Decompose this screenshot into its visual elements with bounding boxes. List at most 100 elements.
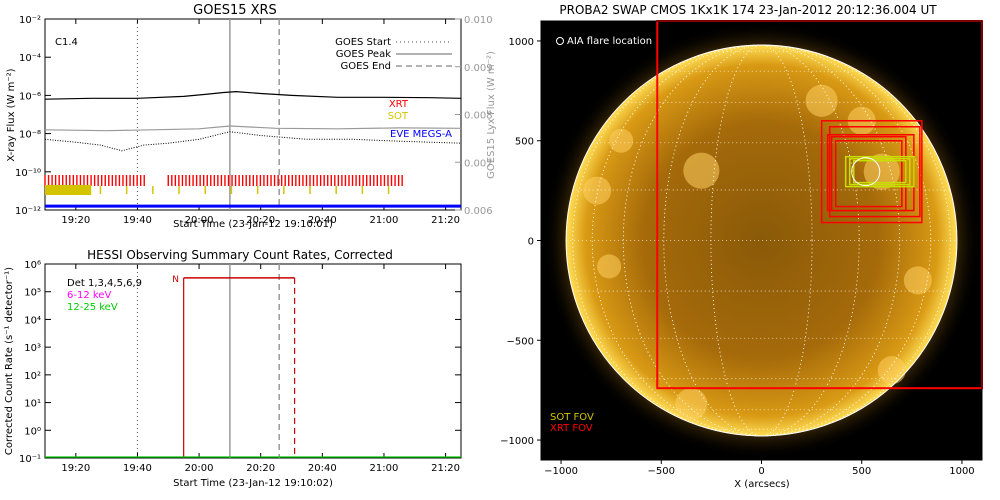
goes-flare-class: C1.4 xyxy=(55,37,78,48)
hessi-y-tick-label: 10¹ xyxy=(24,399,41,410)
goes-x-tick-label: 20:40 xyxy=(308,215,337,226)
goes-title: GOES15 XRS xyxy=(193,3,277,18)
hessi-y-tick-label: 10⁰ xyxy=(24,426,41,437)
swap-xrt-fov-box xyxy=(828,126,921,218)
goes-series-line-2 xyxy=(44,125,462,132)
swap-bright-region xyxy=(597,254,622,279)
goes-legend-peak-label: GOES Peak xyxy=(336,49,391,60)
goes-sot-label: SOT xyxy=(388,111,409,122)
swap-sot-fov-box xyxy=(848,157,911,186)
goes-y-tick-label: 10⁻⁸ xyxy=(19,130,41,141)
goes-legend: GOES Start GOES Peak GOES End xyxy=(335,37,452,72)
hessi-panel: HESSI Observing Summary Count Rates, Cor… xyxy=(4,248,462,489)
goes-legend-end-label: GOES End xyxy=(341,61,391,72)
goes-y-tick-label: 10⁻¹² xyxy=(15,206,41,217)
hessi-x-axis-label: Start Time (23-Jan-12 19:10:02) xyxy=(173,478,333,489)
swap-longitude-gridline xyxy=(622,44,901,437)
swap-flare-location-label: AIA flare location xyxy=(567,36,652,47)
swap-bright-region xyxy=(877,356,906,385)
swap-flare-location-marker xyxy=(556,37,564,45)
swap-title: PROBA2 SWAP CMOS 1Kx1K 174 23-Jan-2012 2… xyxy=(559,3,937,17)
hessi-x-tick-label: 20:00 xyxy=(185,463,214,474)
swap-flare-circle xyxy=(851,157,881,187)
swap-y-tick-label: −1000 xyxy=(500,436,534,447)
goes-x-tick-label: 19:40 xyxy=(123,215,152,226)
goes-panel: GOES15 XRS 19:20 19:40 20:00 20:20 20:40 21:0… xyxy=(6,3,497,230)
goes-y-tick-label: 10⁻⁶ xyxy=(19,91,41,102)
swap-longitude-gridline xyxy=(663,44,860,437)
hessi-legend-high-energy: 12-25 keV xyxy=(67,302,118,313)
hessi-y-tick-label: 10⁴ xyxy=(24,315,41,326)
hessi-x-tick-label: 21:00 xyxy=(370,463,399,474)
swap-y-tick-label: 0 xyxy=(528,237,534,248)
hessi-title: HESSI Observing Summary Count Rates, Cor… xyxy=(87,248,393,262)
swap-x-tick-label: −1000 xyxy=(544,466,578,477)
swap-xrt-fov-box xyxy=(834,139,903,208)
goes-y-right-tick-label: 0.006 xyxy=(464,206,493,217)
swap-bright-region xyxy=(903,266,932,295)
goes-y-axis-label: X-ray Flux (W m⁻²) xyxy=(6,68,17,161)
goes-x-tick-label: 20:00 xyxy=(185,215,214,226)
swap-sot-fov-box xyxy=(844,155,915,188)
goes-plot-area: 19:20 19:40 20:00 20:20 20:40 21:00 21:20 10⁻² 1… xyxy=(15,15,493,226)
goes-x-tick-label: 21:20 xyxy=(431,215,460,226)
hessi-y-tick-label: 10⁻¹ xyxy=(19,454,41,465)
hessi-plot-area: 19:20 19:40 20:00 20:20 20:40 21:00 21:20 10⁶ 10… xyxy=(19,260,461,474)
swap-x-tick-label: −500 xyxy=(648,466,675,477)
goes-y-tick-label: 10⁻⁴ xyxy=(19,53,41,64)
swap-longitude-gridline xyxy=(591,44,932,437)
swap-bright-region xyxy=(863,153,900,190)
hessi-legend-low-energy: 6-12 keV xyxy=(67,290,111,301)
swap-xrt-fov-box xyxy=(820,120,923,224)
goes-xrt-label: XRT xyxy=(389,99,409,110)
goes-x-tick-label: 21:00 xyxy=(370,215,399,226)
swap-sot-fov-label: SOT FOV xyxy=(550,412,594,423)
hessi-x-tick-label: 20:20 xyxy=(246,463,275,474)
goes-y-right-tick-label: 0.007 xyxy=(464,158,493,169)
goes-sot-coverage-block xyxy=(45,185,92,195)
hessi-y-tick-label: 10⁶ xyxy=(24,260,41,271)
goes-eve-label: EVE MEGS-A xyxy=(390,129,452,140)
swap-plot-frame xyxy=(540,20,983,461)
swap-bright-region xyxy=(675,388,708,421)
goes-y-right-tick-label: 0.009 xyxy=(464,63,493,74)
swap-x-axis-label: X (arcsecs) xyxy=(734,479,790,490)
goes-legend-start-label: GOES Start xyxy=(335,37,391,48)
swap-y-tick-label: −500 xyxy=(507,336,534,347)
goes-x-axis-label: Start Time (23-Jan-12 19:10:01) xyxy=(173,219,333,230)
swap-bright-region xyxy=(609,128,634,153)
swap-x-tick-label: 0 xyxy=(758,466,764,477)
goes-y-axis-right-label: GOES15 Lyx Flux (W m⁻²) xyxy=(486,51,497,179)
goes-y-tick-label: 10⁻¹⁰ xyxy=(15,168,41,179)
hessi-y-tick-label: 10² xyxy=(24,371,41,382)
hessi-x-tick-label: 20:40 xyxy=(308,463,337,474)
swap-bright-region xyxy=(583,176,612,205)
swap-sot-fov-box xyxy=(852,159,907,184)
swap-x-tick-label: 500 xyxy=(852,466,871,477)
swap-longitude-gridline xyxy=(572,44,951,437)
hessi-y-tick-label: 10³ xyxy=(24,343,41,354)
hessi-x-tick-label: 19:40 xyxy=(123,463,152,474)
goes-x-tick-label: 20:20 xyxy=(246,215,275,226)
goes-series-line-1 xyxy=(44,90,462,100)
hessi-x-tick-label: 19:20 xyxy=(61,463,90,474)
hessi-x-tick-label: 21:20 xyxy=(431,463,460,474)
hessi-night-marker: N xyxy=(172,275,179,285)
goes-y-right-tick-label: 0.008 xyxy=(464,111,493,122)
goes-y-right-tick-label: 0.010 xyxy=(464,15,493,26)
swap-bright-region xyxy=(805,84,838,117)
swap-y-tick-label: 500 xyxy=(515,137,534,148)
hessi-y-tick-label: 10⁵ xyxy=(24,288,41,299)
swap-longitude-gridline xyxy=(710,44,813,437)
goes-x-tick-label: 19:20 xyxy=(61,215,90,226)
swap-x-tick-label: 1000 xyxy=(949,466,974,477)
swap-image-area: −1000 −500 0 500 1000 1000 500 0 −500 −1000 xyxy=(500,20,983,477)
goes-y-tick-label: 10⁻² xyxy=(19,15,41,26)
hessi-y-axis-label: Corrected Count Rate (s⁻¹ detector⁻¹) xyxy=(4,267,15,455)
swap-y-tick-label: 1000 xyxy=(509,37,534,48)
hessi-legend-detectors: Det 1,3,4,5,6,9 xyxy=(67,278,142,289)
swap-bright-region xyxy=(683,152,720,189)
swap-panel: PROBA2 SWAP CMOS 1Kx1K 174 23-Jan-2012 2… xyxy=(500,3,983,490)
hessi-plot-frame xyxy=(44,263,462,459)
